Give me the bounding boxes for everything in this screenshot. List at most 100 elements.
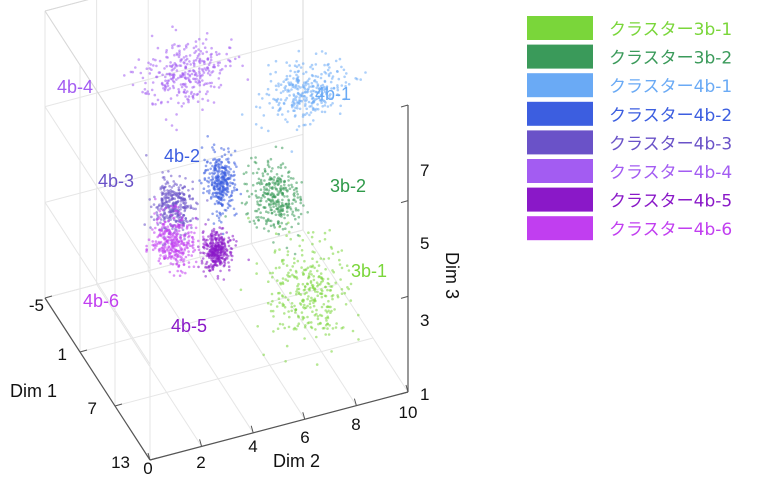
data-point [303, 95, 306, 98]
data-point [294, 85, 298, 88]
data-point [270, 169, 273, 173]
data-point [317, 87, 321, 91]
data-point [321, 86, 324, 90]
data-point [213, 150, 217, 154]
data-point [189, 204, 192, 207]
data-point [166, 189, 169, 192]
data-point [344, 81, 348, 84]
data-point [261, 172, 265, 175]
data-point [323, 104, 327, 107]
data-point [177, 76, 180, 80]
data-point [283, 195, 286, 198]
data-point [154, 58, 157, 62]
data-point [281, 198, 284, 202]
data-point [168, 200, 171, 203]
data-point [164, 79, 167, 82]
data-point [216, 173, 220, 176]
data-point [324, 52, 328, 55]
data-point [163, 201, 167, 205]
data-point [161, 186, 164, 189]
data-point [181, 216, 184, 219]
data-point [340, 266, 344, 270]
data-point [173, 229, 177, 232]
data-point [177, 265, 180, 269]
data-point [214, 245, 217, 248]
data-point [254, 123, 258, 126]
data-point [171, 206, 175, 210]
data-point [150, 34, 154, 38]
data-point [202, 83, 206, 87]
data-point [294, 200, 298, 203]
data-point [227, 147, 230, 150]
data-point [235, 240, 238, 243]
data-point [296, 196, 300, 199]
data-point [327, 282, 331, 286]
data-point [167, 255, 171, 259]
data-point [271, 195, 274, 199]
data-point [209, 263, 213, 266]
data-point [271, 299, 274, 303]
legend-swatch [527, 216, 593, 241]
data-point [217, 239, 221, 242]
data-point [304, 99, 307, 103]
data-point [177, 186, 181, 189]
data-point [172, 231, 176, 235]
data-point [194, 40, 198, 43]
dim2-tick-label: 4 [248, 437, 257, 456]
data-point [320, 110, 324, 114]
data-point [186, 62, 189, 66]
data-point [191, 197, 194, 201]
data-point [269, 79, 273, 83]
data-point [312, 119, 315, 122]
data-point [234, 57, 237, 61]
data-point [229, 251, 233, 254]
data-point [209, 161, 212, 165]
data-point [139, 71, 143, 75]
data-point [297, 208, 300, 212]
data-point [211, 249, 215, 253]
data-point [175, 225, 178, 228]
series-4b-6 [145, 197, 206, 278]
data-point [151, 248, 155, 252]
data-point [292, 188, 296, 192]
data-point [247, 195, 251, 198]
data-point [185, 225, 189, 229]
dim3-tick-label: 1 [420, 385, 429, 404]
data-point [164, 226, 167, 229]
data-point [267, 63, 270, 67]
data-point [187, 69, 191, 73]
data-point [220, 235, 223, 239]
data-point [255, 272, 258, 275]
data-point [212, 195, 215, 198]
data-point [322, 88, 326, 92]
data-point [167, 236, 171, 239]
data-point [224, 209, 228, 212]
data-point [217, 248, 220, 252]
dim1-tick [149, 457, 158, 461]
data-point [280, 201, 284, 205]
data-point [327, 62, 330, 66]
data-point [315, 260, 319, 264]
data-point [257, 177, 261, 181]
data-point [279, 163, 283, 167]
data-point [311, 102, 314, 105]
data-point [201, 69, 205, 72]
data-point [270, 292, 274, 296]
data-point [183, 48, 186, 51]
data-point [271, 309, 275, 313]
data-point [265, 92, 269, 96]
data-point [197, 248, 201, 252]
data-point [343, 97, 346, 101]
data-point [317, 96, 321, 100]
data-point [345, 264, 349, 268]
data-point [302, 204, 305, 207]
data-point [168, 184, 171, 188]
data-point [316, 103, 319, 106]
data-point [284, 88, 287, 91]
data-point [178, 64, 181, 67]
data-point [207, 218, 210, 221]
dim2-tick [199, 439, 203, 447]
legend-label: クラスター4b-2 [609, 106, 732, 126]
data-point [149, 63, 152, 66]
data-point [266, 87, 270, 91]
